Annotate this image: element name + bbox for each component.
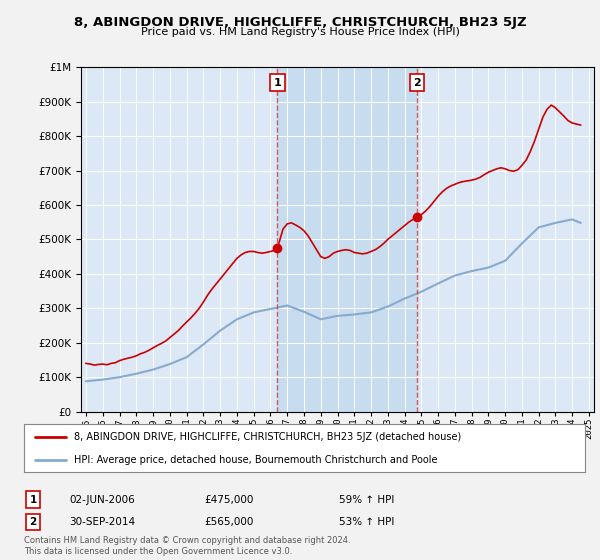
Text: £565,000: £565,000: [204, 517, 253, 527]
Text: 53% ↑ HPI: 53% ↑ HPI: [339, 517, 394, 527]
Text: 1: 1: [29, 494, 37, 505]
Text: 8, ABINGDON DRIVE, HIGHCLIFFE, CHRISTCHURCH, BH23 5JZ (detached house): 8, ABINGDON DRIVE, HIGHCLIFFE, CHRISTCHU…: [74, 432, 462, 442]
Bar: [277, 67, 417, 412]
Text: 2: 2: [29, 517, 37, 527]
Text: Contains HM Land Registry data © Crown copyright and database right 2024.: Contains HM Land Registry data © Crown c…: [24, 536, 350, 545]
Text: £475,000: £475,000: [204, 494, 253, 505]
Text: 1: 1: [274, 78, 281, 88]
Text: 02-JUN-2006: 02-JUN-2006: [69, 494, 135, 505]
Text: Price paid vs. HM Land Registry's House Price Index (HPI): Price paid vs. HM Land Registry's House …: [140, 27, 460, 37]
Text: HPI: Average price, detached house, Bournemouth Christchurch and Poole: HPI: Average price, detached house, Bour…: [74, 455, 438, 465]
Text: 30-SEP-2014: 30-SEP-2014: [69, 517, 135, 527]
Text: This data is licensed under the Open Government Licence v3.0.: This data is licensed under the Open Gov…: [24, 547, 292, 556]
Text: 2: 2: [413, 78, 421, 88]
Text: 8, ABINGDON DRIVE, HIGHCLIFFE, CHRISTCHURCH, BH23 5JZ: 8, ABINGDON DRIVE, HIGHCLIFFE, CHRISTCHU…: [74, 16, 526, 29]
Text: 59% ↑ HPI: 59% ↑ HPI: [339, 494, 394, 505]
